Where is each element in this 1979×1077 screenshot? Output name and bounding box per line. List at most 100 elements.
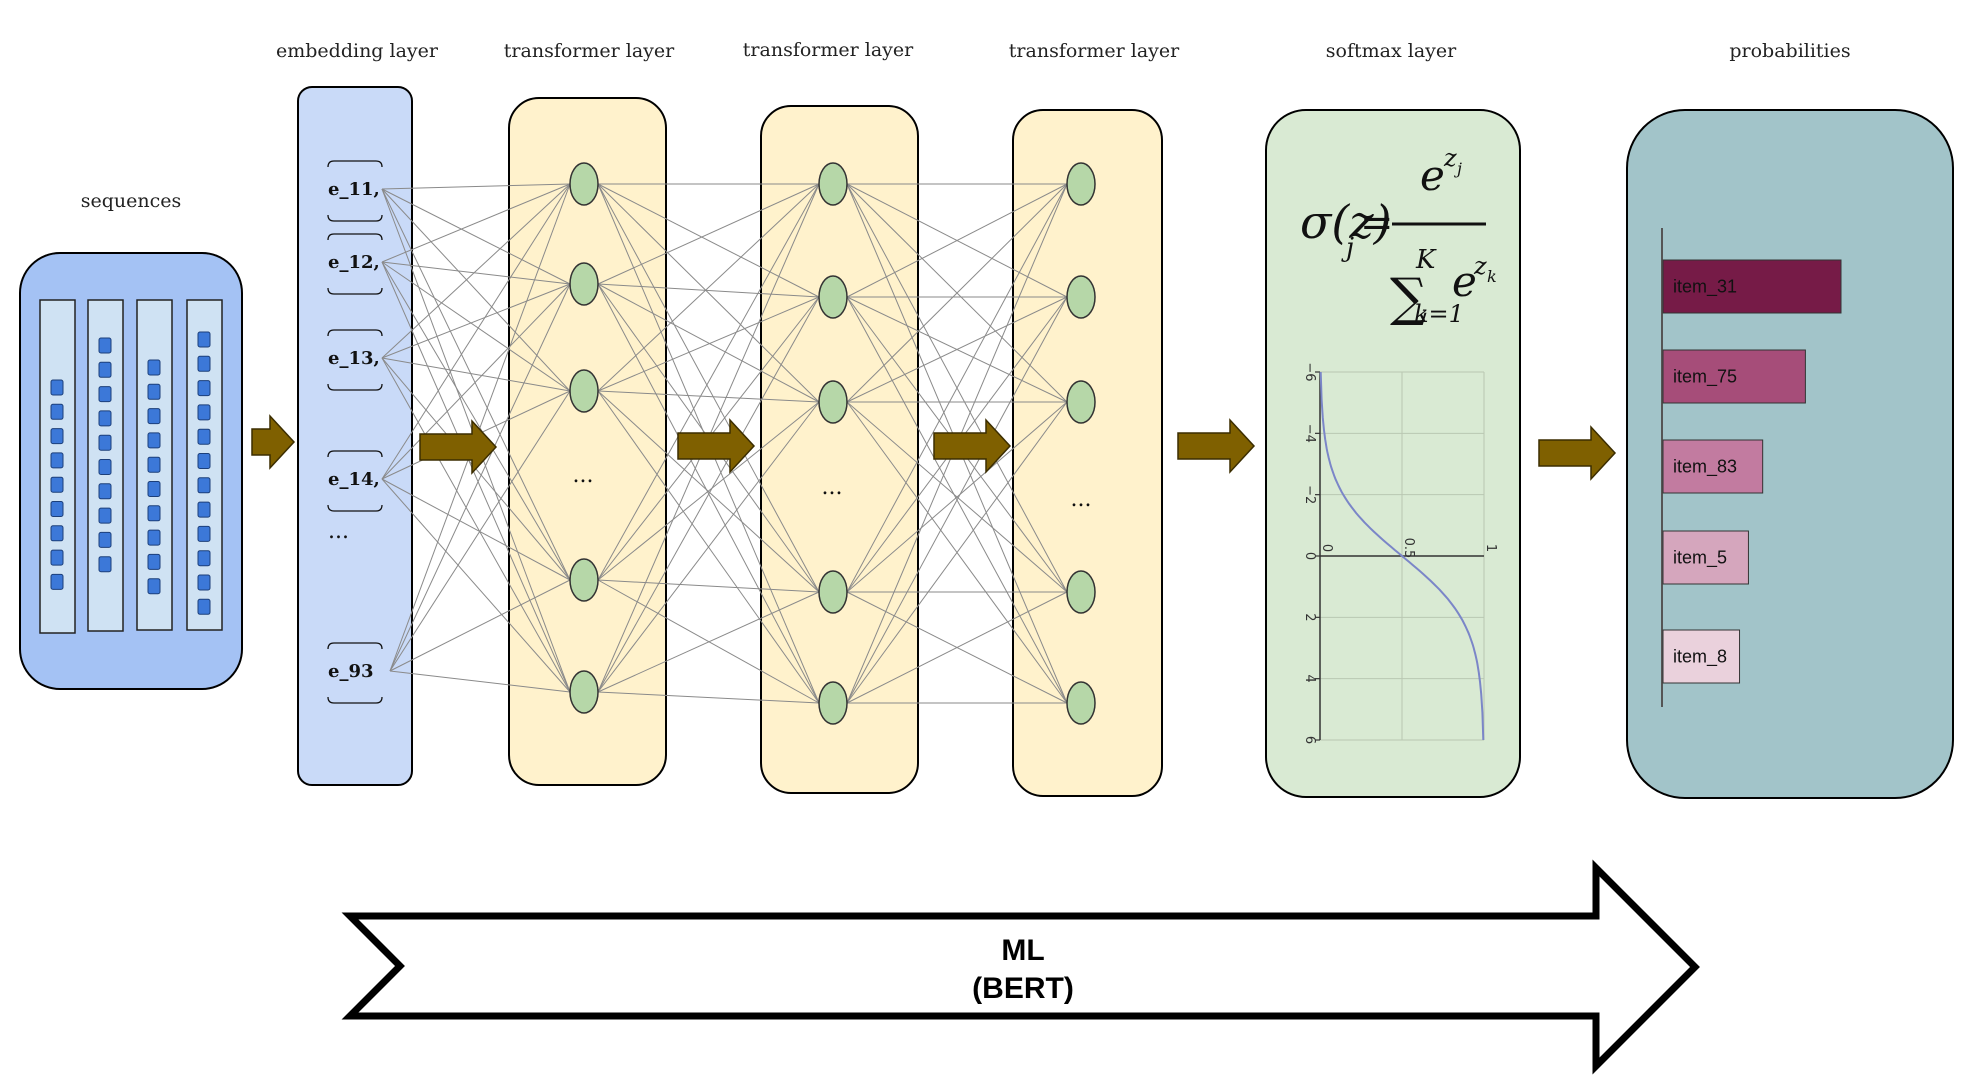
- sequence-token: [197, 477, 211, 494]
- transformer-2-ellipsis: ...: [822, 475, 843, 500]
- connection-line: [597, 283, 820, 403]
- embedding-layer-label: embedding layer: [276, 40, 439, 62]
- embedding-bracket-top: [327, 160, 383, 168]
- neuron-node: [569, 670, 599, 714]
- sequence-token: [197, 355, 211, 372]
- sequence-token: [50, 501, 64, 517]
- connection-line: [381, 261, 571, 392]
- softmax-plot: −6 −4 −2 0 2 4 6 0 0.5 1: [1302, 362, 1498, 744]
- formula-sum-top: K: [1415, 245, 1437, 275]
- ml-arrow: [341, 859, 1700, 1075]
- connection-line: [597, 183, 820, 581]
- sequence-token: [50, 525, 64, 542]
- probability-bar: [1662, 629, 1741, 684]
- connection-line: [597, 183, 820, 593]
- formula-numerator: e: [1420, 151, 1445, 200]
- sequence-token: [197, 550, 211, 567]
- plot-x-tick-label: −6: [1302, 362, 1317, 381]
- softmax-curve: [1319, 371, 1485, 741]
- sequence-token: [147, 505, 161, 522]
- connection-line: [381, 183, 571, 359]
- embedding-bracket-top: [327, 329, 383, 337]
- transformer-layer-1-box: [508, 97, 667, 786]
- sequence-token: [147, 553, 161, 570]
- formula-num-sup: z: [1443, 144, 1457, 172]
- connection-line: [381, 357, 571, 392]
- connection-line: [597, 579, 820, 593]
- connection-line: [381, 188, 571, 392]
- connection-line: [846, 183, 1068, 298]
- sequence-token: [50, 476, 64, 493]
- neuron-node: [569, 558, 599, 602]
- probability-bar: [1662, 349, 1806, 404]
- flow-arrow: [419, 419, 498, 475]
- sequence-token: [98, 459, 112, 475]
- plot-y-tick-label: 1: [1483, 544, 1498, 552]
- connection-line: [381, 183, 571, 190]
- sequence-token: [147, 432, 161, 449]
- connection-line: [597, 591, 820, 693]
- sequence-token: [147, 481, 161, 497]
- network-nodes: [569, 162, 1096, 725]
- probabilities-chart: item_31 item_75 item_83 item_5 item_8: [1662, 259, 1842, 684]
- network-connections: [381, 183, 1068, 704]
- connection-line: [381, 183, 571, 263]
- embedding-ellipsis: ...: [328, 519, 349, 544]
- transformer-layer-2-box: [760, 105, 919, 794]
- embedding-bracket-bottom: [327, 696, 383, 704]
- connection-line: [389, 183, 571, 672]
- connection-line: [597, 296, 820, 392]
- connection-line: [381, 188, 571, 581]
- connection-line: [846, 401, 1068, 704]
- sequence-token: [197, 453, 211, 469]
- probability-bar-label: item_8: [1673, 647, 1727, 668]
- sequence-token: [98, 434, 112, 451]
- sequence-token: [147, 359, 161, 376]
- sequence-token: [147, 456, 161, 473]
- flow-arrow: [933, 418, 1012, 474]
- connection-line: [381, 261, 571, 581]
- neuron-node: [818, 275, 848, 319]
- formula-sum: ∑: [1390, 268, 1427, 328]
- sequence-strips: [39, 299, 223, 634]
- connection-line: [389, 390, 571, 672]
- flow-arrow: [1538, 425, 1617, 481]
- sequence-token: [98, 556, 112, 573]
- formula-sum-bottom: k=1: [1414, 300, 1464, 328]
- sequence-token: [50, 452, 64, 469]
- sequence-token: [98, 531, 112, 548]
- plot-x-tick-label: 2: [1302, 613, 1317, 621]
- sequences-label: sequences: [81, 190, 182, 212]
- sequence-token: [98, 386, 112, 403]
- sequence-token: [197, 380, 211, 397]
- formula-equals: =: [1360, 200, 1394, 246]
- flow-arrow: [677, 418, 756, 474]
- embedding-bracket-top: [327, 450, 383, 458]
- softmax-layer-label: softmax layer: [1326, 40, 1457, 62]
- connection-line: [597, 401, 820, 581]
- embedding-bracket-top: [327, 642, 383, 650]
- transformer-layer-3-box: [1012, 109, 1163, 797]
- connection-line: [597, 401, 820, 693]
- probability-bar-label: item_75: [1673, 367, 1737, 388]
- neuron-node: [818, 681, 848, 725]
- embedding-entry: e_13,: [328, 348, 380, 369]
- connection-line: [846, 591, 1068, 704]
- transformer-1-ellipsis: ...: [573, 463, 594, 488]
- embedding-entry: e_14,: [328, 469, 380, 490]
- embedding-bracket-bottom: [327, 214, 383, 222]
- sequence-token: [147, 408, 161, 425]
- sequence-token: [50, 403, 64, 420]
- plot-x-tick-label: −2: [1302, 485, 1317, 504]
- plot-x-tick-label: −4: [1302, 424, 1317, 443]
- connection-line: [389, 670, 571, 693]
- transformer-layer-2-label: transformer layer: [743, 39, 914, 61]
- connection-line: [597, 183, 820, 285]
- sequence-token: [197, 598, 211, 615]
- neuron-node: [1066, 570, 1096, 614]
- probability-bar-label: item_5: [1673, 548, 1727, 569]
- flow-arrows: [251, 414, 1617, 481]
- sequence-token: [197, 428, 211, 445]
- connection-line: [381, 283, 571, 480]
- probabilities-label: probabilities: [1729, 40, 1850, 62]
